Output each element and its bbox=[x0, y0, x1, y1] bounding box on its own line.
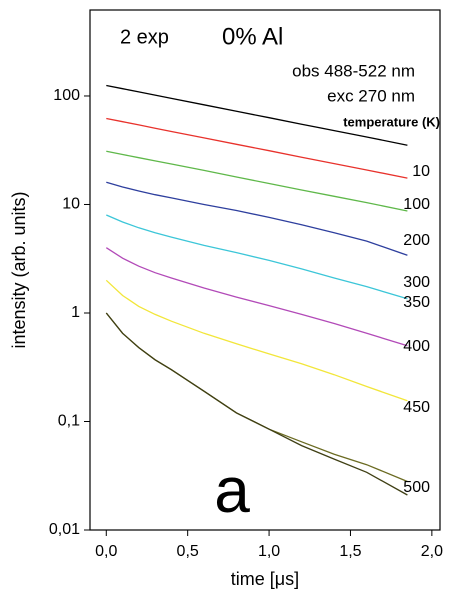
series-line bbox=[106, 84, 408, 146]
legend-label: 350 bbox=[403, 294, 430, 311]
legend-title: temperature (K) bbox=[343, 114, 440, 129]
series-line bbox=[106, 150, 408, 212]
panel-label: a bbox=[214, 454, 250, 526]
y-tick-label: 100 bbox=[53, 87, 80, 104]
y-tick-label: 0,1 bbox=[58, 413, 80, 430]
y-tick-label: 0,01 bbox=[49, 521, 80, 538]
series-line bbox=[105, 247, 408, 347]
series-line bbox=[106, 117, 408, 179]
legend-label: 500 bbox=[403, 479, 430, 496]
y-axis-title: intensity (arb. units) bbox=[9, 191, 29, 348]
annotation: exc 270 nm bbox=[327, 86, 415, 105]
x-tick-label: 0,5 bbox=[177, 543, 199, 560]
series-line bbox=[105, 312, 408, 483]
annotation: 2 exp bbox=[120, 26, 169, 48]
legend-label: 300 bbox=[403, 274, 430, 291]
series-line bbox=[106, 214, 408, 300]
x-axis-title: time [μs] bbox=[231, 569, 299, 589]
legend-label: 100 bbox=[403, 196, 430, 213]
x-tick-label: 1,0 bbox=[258, 543, 280, 560]
annotation: 0% Al bbox=[222, 23, 283, 50]
x-tick-label: 0,0 bbox=[95, 543, 117, 560]
x-tick-label: 2,0 bbox=[421, 543, 443, 560]
legend-label: 200 bbox=[403, 232, 430, 249]
series-line bbox=[105, 279, 408, 402]
plot-frame bbox=[89, 9, 441, 531]
series-line bbox=[106, 181, 408, 256]
y-tick-label: 1 bbox=[71, 304, 80, 321]
legend-label: 450 bbox=[403, 399, 430, 416]
x-tick-label: 1,5 bbox=[339, 543, 361, 560]
y-tick-label: 10 bbox=[62, 196, 80, 213]
series-line bbox=[105, 312, 408, 496]
annotation: obs 488-522 nm bbox=[292, 61, 415, 80]
legend-label: 400 bbox=[403, 338, 430, 355]
legend-label: 10 bbox=[412, 163, 430, 180]
